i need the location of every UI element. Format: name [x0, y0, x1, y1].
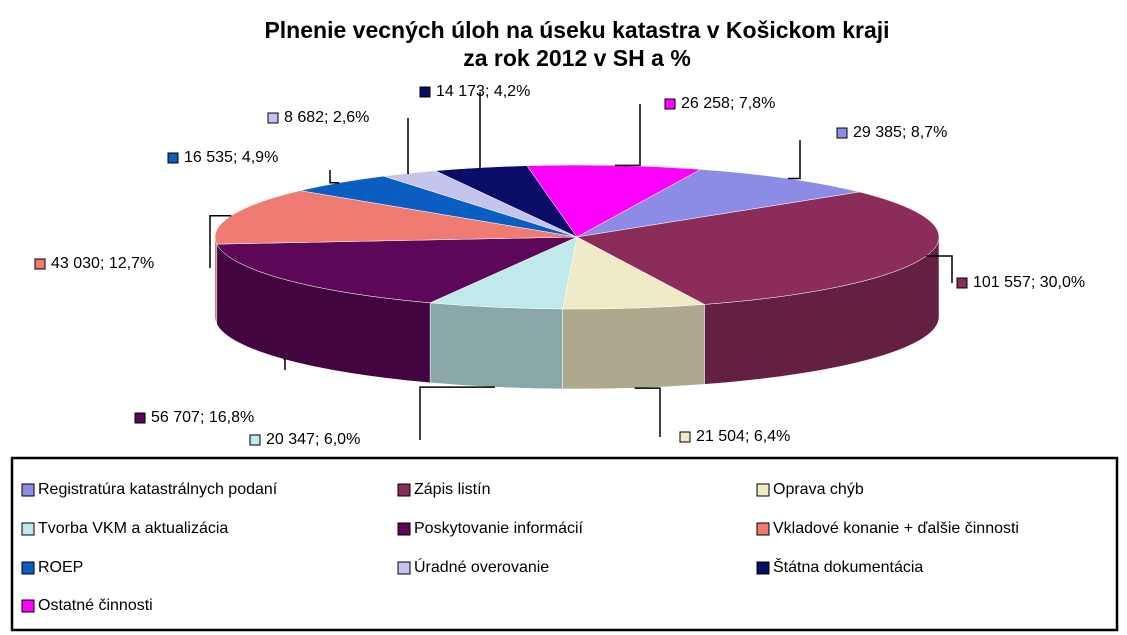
legend-label: Oprava chýb	[773, 481, 864, 498]
legend-swatch	[21, 561, 35, 575]
legend-swatch	[397, 561, 411, 575]
slice	[214, 190, 578, 245]
data-label: 21 504; 6,4%	[696, 428, 790, 445]
legend-label: ROEP	[38, 559, 83, 576]
slice	[576, 169, 860, 238]
slice-side	[562, 304, 705, 390]
leader-line	[614, 104, 641, 167]
data-label: 14 173; 4,2%	[436, 83, 530, 100]
data-label: 16 535; 4,9%	[184, 149, 278, 166]
slice	[526, 164, 702, 238]
label-swatch	[249, 434, 261, 446]
leader-line	[209, 214, 232, 268]
legend-swatch	[21, 522, 35, 536]
data-label: 20 347; 6,0%	[266, 431, 360, 448]
legend-label: Registratúra katastrálnych podaní	[38, 481, 278, 498]
legend-label: Úradné overovanie	[414, 557, 549, 576]
data-label: 26 258; 7,8%	[681, 95, 775, 112]
leader-line	[787, 140, 801, 180]
label-swatch	[836, 127, 848, 139]
slice	[429, 236, 578, 310]
legend-swatch	[756, 561, 770, 575]
label-swatch	[267, 112, 279, 124]
legend-label: Vkladové konanie + ďalšie činnosti	[773, 520, 1019, 537]
legend-swatch	[397, 483, 411, 497]
legend-swatch	[756, 522, 770, 536]
legend-swatch	[756, 483, 770, 497]
leader-line	[283, 358, 286, 370]
label-swatch	[419, 86, 431, 98]
legend-label: Zápis listín	[414, 481, 490, 498]
label-swatch	[134, 412, 146, 424]
label-swatch	[664, 98, 676, 110]
legend-box	[10, 456, 1119, 632]
leader-line	[634, 387, 661, 437]
leader-line	[329, 170, 340, 184]
leader-line	[926, 255, 953, 283]
data-label: 101 557; 30,0%	[973, 274, 1085, 291]
data-label: 56 707; 16,8%	[151, 409, 254, 426]
chart-title: Plnenie vecných úloh na úseku katastra v…	[264, 17, 889, 43]
slice	[300, 175, 578, 238]
legend-swatch	[21, 483, 35, 497]
label-swatch	[34, 258, 46, 270]
leader-line	[419, 386, 495, 440]
legend-label: Štátna dokumentácia	[773, 557, 923, 576]
label-swatch	[167, 152, 179, 164]
slice-side	[214, 236, 218, 325]
slice	[216, 236, 578, 304]
chart-title: za rok 2012 v SH a %	[463, 45, 691, 71]
legend-swatch	[397, 522, 411, 536]
legend-swatch	[21, 599, 35, 613]
label-swatch	[956, 277, 968, 289]
data-label: 43 030; 12,7%	[51, 255, 154, 272]
legend-label: Tvorba VKM a aktualizácia	[38, 520, 228, 537]
data-label: 8 682; 2,6%	[284, 109, 369, 126]
label-swatch	[679, 431, 691, 443]
leader-line	[407, 118, 409, 174]
legend-label: Poskytovanie informácií	[414, 520, 584, 537]
legend-label: Ostatné činnosti	[38, 597, 153, 614]
slice-side	[429, 302, 563, 390]
slice	[562, 236, 706, 310]
data-label: 29 385; 8,7%	[853, 124, 947, 141]
